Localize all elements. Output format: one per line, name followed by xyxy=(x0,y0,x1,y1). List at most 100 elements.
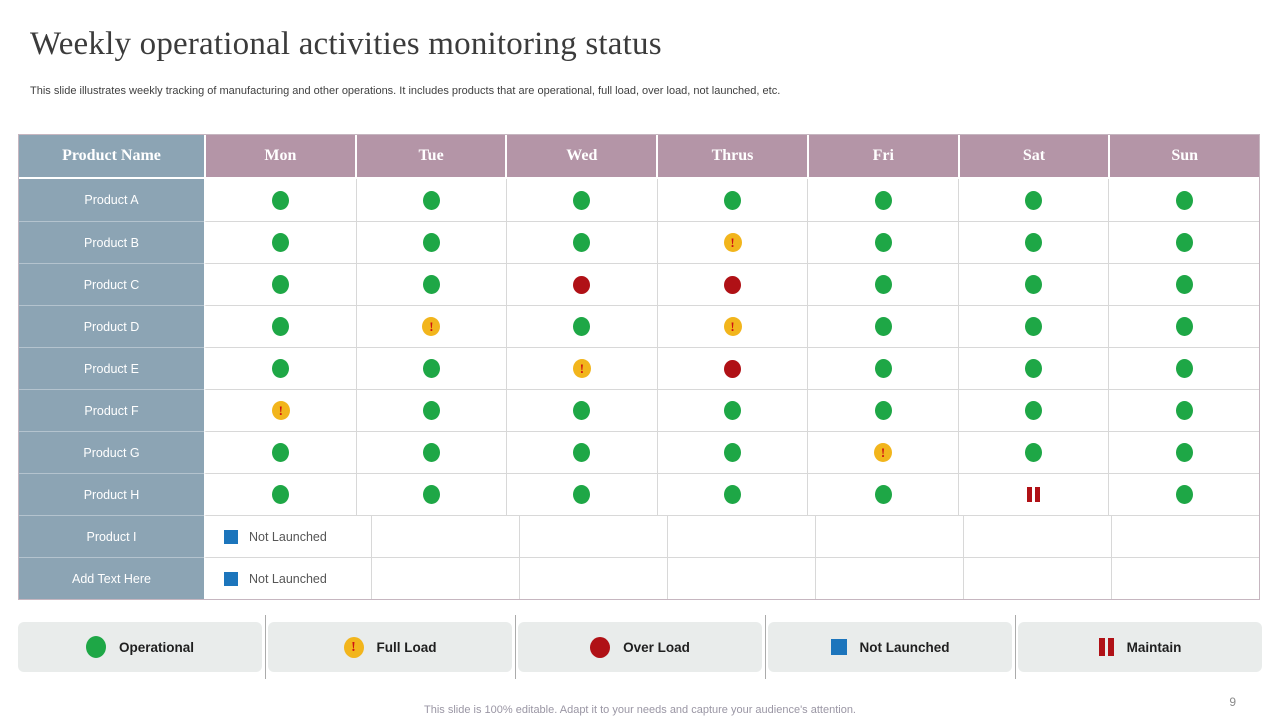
operational-dot-icon xyxy=(422,485,440,504)
table-row: Product C xyxy=(19,263,1260,305)
operational-dot-icon xyxy=(1175,443,1193,462)
operational-dot-icon xyxy=(1025,233,1043,252)
operational-dot-icon xyxy=(573,443,591,462)
table-row: Add Text Here Not Launched xyxy=(19,557,1259,599)
legend-label: Not Launched xyxy=(859,639,950,655)
maintain-pause-icon xyxy=(1027,487,1041,502)
row-label: Product G xyxy=(19,431,204,473)
legend-label: Maintain xyxy=(1126,639,1182,655)
maintain-pause-icon xyxy=(1098,638,1114,656)
status-cell xyxy=(204,221,356,263)
operational-dot-icon xyxy=(1025,401,1043,420)
table-row: Product A xyxy=(19,179,1260,221)
operational-dot-icon xyxy=(1175,401,1193,420)
empty-cell xyxy=(815,557,963,599)
status-cell xyxy=(656,473,808,515)
status-cell xyxy=(506,263,657,305)
operational-dot-icon xyxy=(1025,443,1043,462)
table-row: Product D!! xyxy=(19,305,1260,347)
status-cell: ! xyxy=(355,305,507,347)
status-cell xyxy=(355,347,507,389)
status-cell xyxy=(807,263,958,305)
table-row: Product H xyxy=(19,473,1260,515)
full-load-warning-icon: ! xyxy=(723,317,742,336)
operational-dot-icon xyxy=(422,443,440,462)
operational-dot-icon xyxy=(874,485,892,504)
table-row: Product E! xyxy=(19,347,1260,389)
empty-cell xyxy=(815,515,963,557)
not-launched-label: Not Launched xyxy=(249,571,327,586)
status-cell xyxy=(204,347,356,389)
operational-dot-icon xyxy=(272,317,290,336)
not-launched-square-icon xyxy=(224,529,238,544)
status-legend: Operational! Full Load Over Load Not Launch… xyxy=(18,615,1262,679)
status-cell xyxy=(204,263,356,305)
status-cell: ! xyxy=(656,221,808,263)
column-header-wed: Wed xyxy=(505,135,657,179)
status-cell: Not Launched xyxy=(204,557,371,599)
operational-dot-icon xyxy=(1025,275,1043,294)
empty-cell xyxy=(1111,515,1259,557)
full-load-warning-icon: ! xyxy=(343,636,364,658)
operational-dot-icon xyxy=(874,359,892,378)
full-load-warning-icon: ! xyxy=(874,443,893,462)
empty-cell xyxy=(963,515,1111,557)
column-header-fri: Fri xyxy=(806,135,958,179)
operational-dot-icon xyxy=(573,190,591,210)
operational-dot-icon xyxy=(573,233,591,252)
over-load-dot-icon xyxy=(573,275,591,294)
operational-dot-icon xyxy=(1175,275,1193,294)
status-cell: Not Launched xyxy=(204,515,371,557)
row-label: Product H xyxy=(19,473,204,515)
status-cell xyxy=(656,263,808,305)
operational-dot-icon xyxy=(874,190,892,210)
column-header-tue: Tue xyxy=(354,135,506,179)
status-cell xyxy=(807,179,958,221)
status-cell xyxy=(204,179,356,221)
editable-note: This slide is 100% editable. Adapt it to… xyxy=(424,704,856,716)
status-cell xyxy=(204,305,356,347)
operational-dot-icon xyxy=(422,275,440,294)
operational-dot-icon xyxy=(874,317,892,336)
operational-dot-icon xyxy=(272,275,290,294)
row-label: Product B xyxy=(19,221,204,263)
operational-dot-icon xyxy=(573,317,591,336)
not-launched-label: Not Launched xyxy=(249,529,327,544)
status-cell xyxy=(355,473,507,515)
status-cell xyxy=(1108,431,1260,473)
legend-label: Full Load xyxy=(376,639,437,655)
not-launched-square-icon xyxy=(224,571,238,586)
column-header-product-name: Product Name xyxy=(19,135,204,179)
status-cell xyxy=(506,431,657,473)
status-cell xyxy=(506,473,657,515)
status-cell xyxy=(355,431,507,473)
empty-cell xyxy=(371,557,519,599)
legend-label: Operational xyxy=(118,639,194,655)
operational-dot-icon xyxy=(874,275,892,294)
status-cell xyxy=(1108,305,1260,347)
monitoring-table: Product Name Mon Tue Wed Thrus Fri Sat Sun Prod… xyxy=(18,134,1260,600)
status-cell xyxy=(1108,473,1260,515)
not-launched-square-icon xyxy=(830,639,847,655)
status-cell xyxy=(957,431,1109,473)
column-header-sat: Sat xyxy=(957,135,1109,179)
operational-dot-icon xyxy=(85,636,106,658)
operational-dot-icon xyxy=(724,443,742,462)
status-cell xyxy=(656,431,808,473)
status-cell xyxy=(1108,179,1260,221)
operational-dot-icon xyxy=(272,485,290,504)
table-row: Product B! xyxy=(19,221,1260,263)
status-cell xyxy=(807,347,958,389)
status-cell xyxy=(807,305,958,347)
row-label: Product D xyxy=(19,305,204,347)
table-row: Product I Not Launched xyxy=(19,515,1259,557)
operational-dot-icon xyxy=(1025,317,1043,336)
operational-dot-icon xyxy=(573,401,591,420)
operational-dot-icon xyxy=(724,485,742,504)
operational-dot-icon xyxy=(1175,190,1193,210)
empty-cell xyxy=(1111,557,1259,599)
empty-cell xyxy=(667,515,815,557)
legend-item-operational: Operational xyxy=(18,622,262,672)
operational-dot-icon xyxy=(724,190,742,210)
status-cell xyxy=(506,389,657,431)
